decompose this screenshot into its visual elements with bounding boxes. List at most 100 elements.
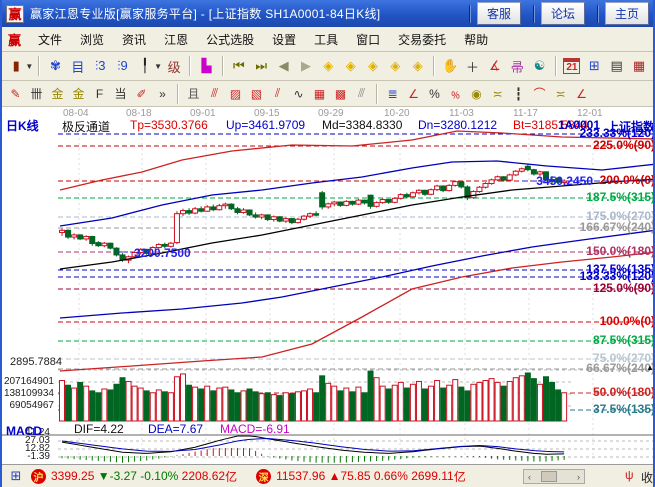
gold-grid-2-icon[interactable]: 金 (72, 87, 85, 101)
single-candle-icon-dropdown[interactable]: ▼ (154, 61, 162, 71)
angle-measure-icon[interactable]: ∡ (489, 58, 501, 73)
info-list-icon[interactable]: 目 (71, 59, 85, 75)
next-icon[interactable]: ▶ (300, 58, 311, 73)
grid-box-icon[interactable]: ▦ (313, 86, 326, 101)
toolbar-separator (38, 56, 41, 76)
ruler-icon[interactable]: ≣ (387, 86, 398, 101)
gold-circle-icon[interactable]: ◉ (471, 86, 482, 101)
candle-marker-icon[interactable]: ┇ (514, 86, 523, 101)
more-tools-icon[interactable]: » (159, 86, 166, 101)
menu-资讯[interactable]: 资讯 (122, 32, 147, 47)
period-grid-icon[interactable]: 当 (114, 87, 127, 101)
gann-diamond-2-icon[interactable]: ◈ (345, 58, 356, 73)
menu-logo-icon: 赢 (8, 32, 22, 48)
hand-tool-icon[interactable]: ✋ (442, 58, 459, 73)
scrollbar-thumb[interactable] (541, 471, 557, 482)
menu-浏览[interactable]: 浏览 (80, 32, 105, 47)
gann-level-label: 233.33%(120) (579, 126, 655, 140)
gann-level-label: 133.33%(120) (579, 269, 655, 283)
receive-label: 收 (641, 471, 654, 485)
date-axis-label: 09-01 (190, 108, 216, 119)
shanghai-icon[interactable]: 沪 (31, 468, 46, 484)
first-page-icon[interactable]: ⏮ (233, 58, 245, 73)
speed-lines-icon[interactable]: ⫽ (274, 86, 281, 100)
hatch-box-icon[interactable]: ▨ (229, 86, 242, 101)
gann-diamond-3-icon[interactable]: ◈ (368, 58, 379, 73)
multi-period-icon[interactable]: 级 (167, 59, 181, 75)
yinyang-icon[interactable]: ☯ (533, 58, 546, 73)
gann-diamond-1-icon[interactable]: ◈ (323, 58, 334, 73)
scroll-right-icon[interactable]: › (577, 471, 580, 482)
draw-pen-2-icon[interactable]: ✐ (136, 86, 147, 101)
curve-pattern-icon[interactable]: ✾ (50, 58, 61, 73)
calculator-icon[interactable]: ⊞ (588, 58, 600, 73)
date-axis-label: 12-01 (577, 108, 603, 119)
calendar-icon[interactable]: 21 (562, 56, 582, 77)
menu-设置[interactable]: 设置 (272, 32, 297, 47)
menu-工具[interactable]: 工具 (314, 32, 339, 47)
macd-title: MACD (6, 424, 42, 438)
parallel-lines-icon[interactable]: ⫻ (357, 86, 366, 100)
single-candle-icon[interactable]: ╿ (140, 58, 149, 73)
angle-2-icon[interactable]: ∠ (576, 86, 587, 101)
gann-fan-icon[interactable]: ⫻ (210, 86, 219, 100)
arc-icon[interactable]: ⌒ (533, 87, 546, 101)
customer-service-button[interactable]: 客服 (476, 2, 521, 25)
minute3-chart-icon[interactable]: ⫶3 (94, 58, 106, 73)
grid-box-2-icon[interactable]: ▩ (334, 86, 347, 101)
gann-level-label: 225.0%(90) (592, 138, 655, 152)
percent-icon[interactable]: % (429, 86, 440, 101)
menu-江恩[interactable]: 江恩 (164, 32, 189, 47)
menu-公式选股[interactable]: 公式选股 (206, 32, 255, 47)
scroll-left-icon[interactable]: ‹ (528, 471, 531, 482)
hatch-box-2-icon[interactable]: ▧ (250, 86, 263, 101)
menu-文件[interactable]: 文件 (38, 32, 63, 47)
kline-chart-panel[interactable]: 233.33%(120) 225.0%(90) 200.0%(0) 187.5%(31… (2, 107, 655, 464)
colored-volume-icon[interactable]: ▙ (201, 58, 212, 73)
notepad-icon[interactable]: ▤ (610, 58, 623, 73)
kline-period-icon[interactable]: ▮ (12, 58, 20, 73)
indicator-up: Up=3461.9709 (226, 118, 306, 132)
shenzhen-icon[interactable]: 深 (256, 468, 272, 484)
menu-交易委托[interactable]: 交易委托 (398, 32, 447, 47)
chart-canvas[interactable] (2, 107, 655, 464)
gann-diamond-4-icon[interactable]: ◈ (390, 58, 401, 73)
grid-lines-icon[interactable]: 卌 (30, 87, 43, 101)
quote-grid-icon[interactable]: ⊞ (10, 468, 22, 483)
gold-levels-icon[interactable]: ≍ (492, 86, 503, 101)
save-icon[interactable]: ▦ (632, 58, 646, 73)
box-grid-icon[interactable]: 且 (187, 87, 200, 101)
status-scrollbar[interactable]: ‹ › (523, 469, 585, 484)
menu-bar: 赢 文件 浏览 资讯 江恩 公式选股 设置 工具 窗口 交易委托 帮助 (2, 27, 653, 52)
angle-percent-icon[interactable]: ∠ (408, 86, 419, 101)
homepage-button[interactable]: 主页 (604, 2, 649, 25)
menu-帮助[interactable]: 帮助 (464, 32, 489, 47)
toolbar-separator (177, 83, 179, 104)
wave-icon[interactable]: ∿ (293, 86, 304, 101)
forum-button[interactable]: 论坛 (540, 2, 585, 25)
draw-pen-icon[interactable]: ✎ (10, 86, 21, 101)
date-axis-label: 10-20 (384, 108, 410, 119)
gann-level-label: 137.5%(135) (586, 262, 655, 276)
gann-level-label: 187.5%(315) (586, 190, 655, 204)
gann-brush-icon[interactable]: 帚 (510, 59, 524, 75)
scroll-marker-icon: ▲ (646, 363, 654, 372)
prev-icon[interactable]: ◀ (278, 58, 289, 73)
date-axis-label: 08-18 (126, 108, 152, 119)
gold-grid-icon[interactable]: 金 (51, 87, 64, 101)
indicator-dn: Dn=3280.1212 (418, 118, 498, 132)
sh-index-value: 3399.25 (51, 469, 95, 483)
percent-levels-icon[interactable]: ﹪ (449, 87, 462, 101)
gann-diamond-5-icon[interactable]: ◈ (412, 58, 423, 73)
last-page-icon[interactable]: ⏭ (255, 58, 268, 73)
crosshair-icon[interactable]: ＋ (465, 59, 479, 75)
kline-period-icon-dropdown[interactable]: ▼ (25, 61, 34, 71)
macd-hist-value: MACD=-6.91 (220, 422, 290, 436)
sz-index-value: 11537.96 (276, 469, 326, 483)
fib-grid-icon[interactable]: F (95, 86, 104, 101)
toolbar-separator (189, 56, 192, 76)
gold-levels-2-icon[interactable]: ≍ (555, 86, 566, 101)
menu-窗口[interactable]: 窗口 (356, 32, 381, 47)
minute9-chart-icon[interactable]: ⫶9 (117, 58, 128, 73)
